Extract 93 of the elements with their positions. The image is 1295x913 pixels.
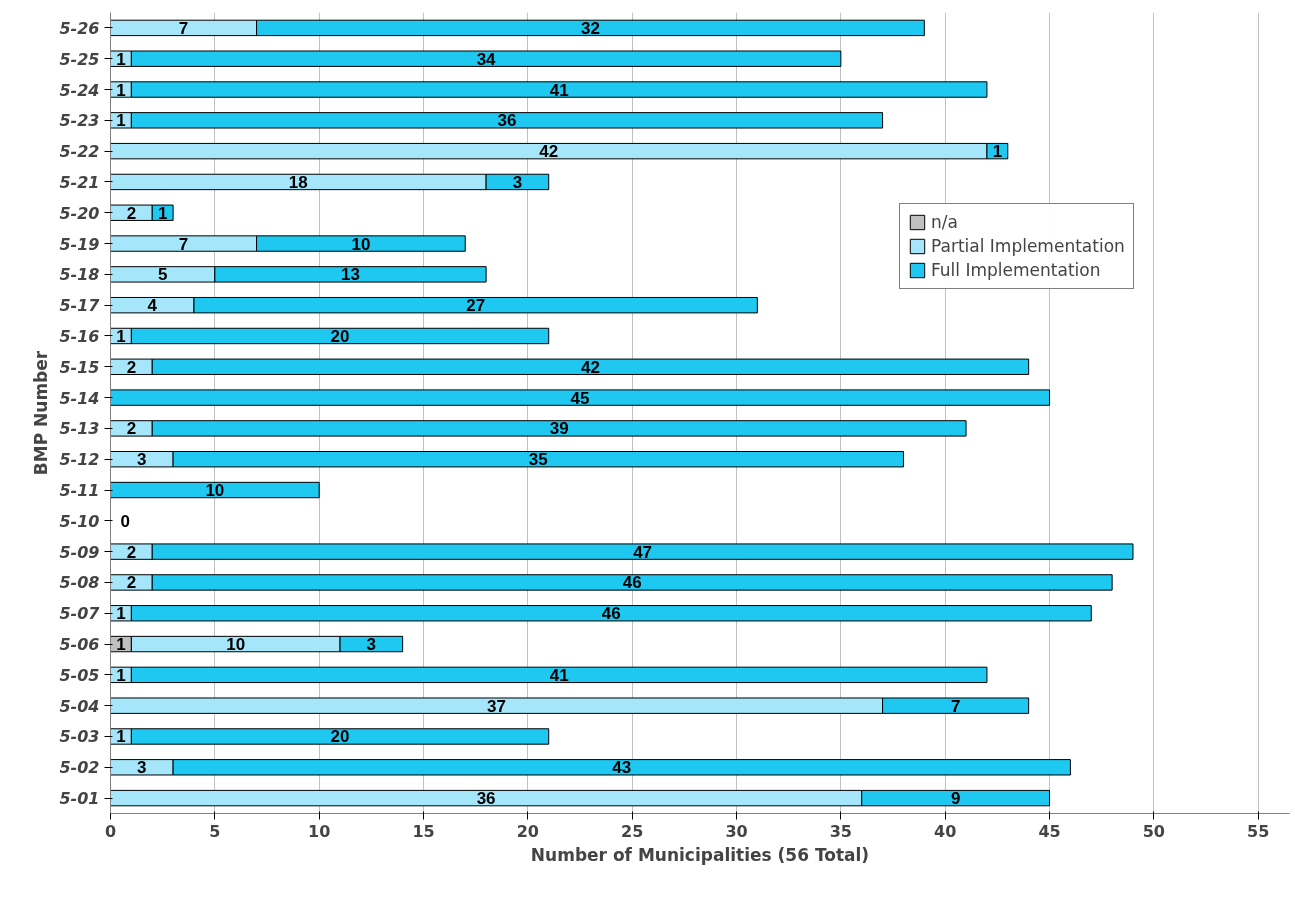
- data-label: 1: [116, 727, 126, 747]
- y-tick-label: 5-05: [59, 665, 100, 685]
- y-tick-label: 5-10: [59, 511, 100, 531]
- data-label: 1: [116, 665, 126, 685]
- data-label: 45: [570, 388, 590, 408]
- data-label: 3: [512, 172, 523, 192]
- data-label: 46: [601, 604, 621, 624]
- y-axis-title: BMP Number: [31, 350, 52, 476]
- data-label: 20: [330, 727, 350, 747]
- x-tick-label: 35: [829, 821, 852, 841]
- y-tick-label: 5-09: [59, 542, 100, 562]
- x-axis-title: Number of Municipalities (56 Total): [530, 844, 870, 865]
- data-label: 0: [120, 511, 130, 531]
- data-label: 5: [157, 265, 168, 285]
- data-label: 42: [539, 142, 559, 162]
- y-tick-label: 5-16: [59, 326, 100, 346]
- data-label: 1: [116, 635, 126, 655]
- y-tick-label: 5-03: [59, 727, 100, 747]
- data-label: 18: [288, 172, 308, 192]
- data-label: 2: [126, 203, 137, 223]
- y-tick-label: 5-11: [59, 481, 100, 501]
- data-label: 2: [126, 357, 137, 377]
- y-tick-label: 5-12: [59, 450, 100, 470]
- data-label: 1: [157, 203, 168, 223]
- data-label: 4: [147, 296, 158, 316]
- data-label: 1: [116, 80, 126, 100]
- data-label: 36: [476, 789, 496, 809]
- data-label: 37: [487, 696, 507, 716]
- data-label: 13: [341, 265, 360, 285]
- legend-label: n/a: [931, 212, 958, 232]
- y-tick-label: 5-07: [59, 604, 101, 624]
- data-label: 3: [137, 450, 147, 470]
- y-tick-label: 5-15: [59, 357, 100, 377]
- y-tick-label: 5-06: [59, 635, 100, 655]
- data-label: 34: [476, 49, 497, 69]
- x-tick-label: 5: [209, 821, 221, 841]
- y-tick-label: 5-22: [59, 142, 100, 162]
- x-tick-label: 40: [934, 821, 957, 841]
- data-label: 27: [466, 296, 486, 316]
- y-tick-label: 5-25: [59, 49, 100, 69]
- x-tick-label: 45: [1038, 821, 1061, 841]
- data-label: 36: [497, 111, 517, 131]
- data-label: 2: [126, 419, 137, 439]
- data-label: 7: [950, 696, 961, 716]
- data-label: 47: [633, 542, 653, 562]
- y-tick-label: 5-01: [59, 789, 100, 809]
- data-label: 35: [528, 450, 548, 470]
- data-label: 10: [205, 481, 225, 501]
- data-label: 1: [116, 326, 126, 346]
- data-label: 10: [351, 234, 371, 254]
- y-tick-label: 5-08: [59, 573, 100, 593]
- y-tick-label: 5-13: [59, 419, 100, 439]
- y-tick-label: 5-20: [59, 203, 100, 223]
- y-tick-label: 5-02: [59, 758, 100, 778]
- y-tick-label: 5-17: [59, 296, 101, 316]
- y-tick-label: 5-04: [59, 696, 100, 716]
- legend-label: Partial Implementation: [931, 236, 1125, 256]
- x-tick-label: 25: [621, 821, 644, 841]
- data-label: 1: [116, 111, 126, 131]
- x-tick-label: 20: [516, 821, 539, 841]
- y-tick-label: 5-26: [59, 18, 100, 38]
- data-label: 42: [580, 357, 600, 377]
- data-label: 43: [612, 758, 632, 778]
- y-tick-label: 5-21: [59, 172, 100, 192]
- data-label: 7: [178, 18, 189, 38]
- data-label: 3: [366, 635, 377, 655]
- data-label: 2: [126, 573, 137, 593]
- data-label: 1: [116, 604, 126, 624]
- legend-label: Full Implementation: [931, 260, 1101, 280]
- x-tick-label: 0: [104, 821, 117, 841]
- data-label: 41: [549, 80, 569, 100]
- y-tick-label: 5-24: [59, 80, 100, 100]
- y-tick-label: 5-14: [59, 388, 100, 408]
- x-tick-label: 30: [725, 821, 748, 841]
- y-tick-label: 5-18: [59, 265, 100, 285]
- data-label: 46: [622, 573, 642, 593]
- data-label: 20: [330, 326, 350, 346]
- x-tick-label: 15: [412, 821, 435, 841]
- data-label: 1: [116, 49, 126, 69]
- data-label: 7: [178, 234, 189, 254]
- data-label: 9: [950, 789, 961, 809]
- data-label: 10: [226, 635, 246, 655]
- x-tick-label: 10: [308, 821, 331, 841]
- data-label: 3: [137, 758, 147, 778]
- data-label: 32: [580, 18, 600, 38]
- data-label: 2: [126, 542, 137, 562]
- y-tick-label: 5-23: [59, 111, 100, 131]
- x-tick-label: 50: [1142, 821, 1165, 841]
- x-tick-label: 55: [1247, 821, 1270, 841]
- data-label: 41: [549, 665, 569, 685]
- data-label: 39: [549, 419, 569, 439]
- y-tick-label: 5-19: [59, 234, 100, 254]
- data-label: 1: [992, 142, 1003, 162]
